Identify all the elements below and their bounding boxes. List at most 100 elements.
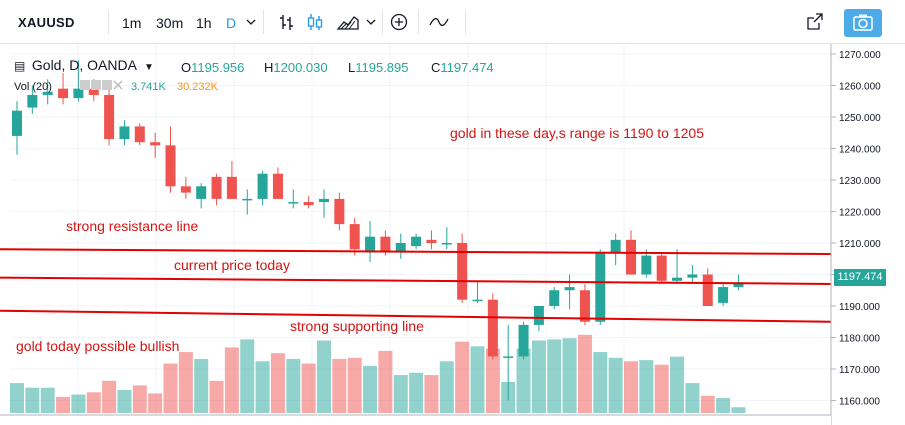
candle-body — [134, 126, 145, 143]
chevron-down-icon[interactable]: ▼ — [144, 62, 154, 73]
timeframe-1h[interactable]: 1h — [196, 15, 212, 31]
candle-body — [272, 173, 283, 199]
volume-bar — [716, 398, 731, 413]
volume-bar — [424, 375, 439, 413]
volume-bar — [624, 361, 638, 413]
price-axis-bg — [831, 44, 905, 425]
candle-body — [411, 236, 422, 247]
timeframe-d[interactable]: D — [226, 15, 237, 31]
volume-bar — [255, 361, 270, 413]
volume-bar — [685, 383, 700, 413]
volume-bar — [332, 358, 347, 413]
candle-body — [58, 88, 69, 99]
candle-body — [533, 306, 544, 325]
bar-chart-icon[interactable] — [276, 10, 296, 34]
volume-bar — [470, 346, 485, 413]
volume-bar — [439, 361, 454, 413]
price-chart[interactable]: 1270.000 1260.000 1250.000 1240.000 1230.000… — [0, 44, 905, 425]
chevron-down-icon[interactable] — [243, 10, 259, 34]
snapshot-button[interactable] — [844, 9, 882, 37]
volume-bar — [393, 375, 408, 413]
timeframe-1m[interactable]: 1m — [122, 15, 142, 31]
volume-bar — [71, 394, 86, 413]
price-tick-label: 1160.000 — [839, 397, 880, 408]
candle-body — [42, 91, 53, 95]
current-price-annotation[interactable]: current price today — [174, 257, 290, 273]
candle-body — [73, 88, 84, 99]
price-tick-label: 1250.000 — [839, 113, 881, 124]
chevron-down-icon[interactable] — [363, 10, 379, 34]
popout-icon[interactable] — [804, 10, 826, 34]
candle-body — [687, 274, 698, 278]
candle-body — [150, 142, 161, 146]
resistance-annotation[interactable]: strong resistance line — [66, 218, 199, 234]
volume-bar — [531, 340, 546, 413]
candle-body — [610, 239, 621, 253]
candle-body — [303, 202, 314, 206]
volume-bar — [317, 340, 331, 413]
price-tick-label: 1180.000 — [839, 334, 880, 345]
volume-bar — [25, 387, 40, 413]
candle-body — [457, 243, 468, 300]
volume-bar — [10, 383, 24, 413]
support-annotation[interactable]: strong supporting line — [290, 318, 424, 334]
timeframe-30m[interactable]: 30m — [156, 15, 184, 31]
range-annotation[interactable]: gold in these day,s range is 1190 to 120… — [450, 125, 704, 141]
candle-body — [626, 239, 636, 275]
candle-body — [242, 198, 253, 201]
candle-body — [380, 236, 391, 253]
price-axis: 1270.000 1260.000 1250.000 1240.000 1230.000… — [830, 44, 905, 425]
candle-body — [12, 110, 22, 136]
candle-body — [211, 176, 222, 199]
trend-line — [0, 248, 832, 256]
price-tick-label: 1240.000 — [839, 145, 881, 156]
trend-line — [0, 276, 832, 285]
eye-icon — [80, 80, 90, 90]
candle-body — [88, 88, 99, 95]
candle-body — [319, 198, 329, 203]
volume-bar — [562, 338, 577, 413]
volume-value: 3.741K — [131, 81, 166, 93]
legend-controls[interactable] — [80, 80, 124, 92]
candle-body — [257, 173, 268, 199]
add-indicator-icon[interactable] — [389, 10, 409, 34]
candle-body — [718, 287, 729, 303]
bullish-annotation[interactable]: gold today possible bullish — [16, 338, 180, 354]
candle-body — [27, 94, 38, 108]
toolbar-divider — [465, 10, 466, 34]
candlestick-icon[interactable] — [305, 10, 325, 34]
volume-bar — [102, 380, 117, 413]
volume-bar — [178, 352, 193, 413]
volume-ma-value: 30.232K — [177, 81, 218, 93]
price-tick-label: 1270.000 — [839, 50, 881, 61]
volume-bar — [608, 357, 623, 413]
candle-body — [349, 224, 360, 250]
ohlc-high: H1200.030 — [264, 60, 328, 75]
candle-body — [579, 290, 590, 322]
candle-body — [226, 176, 237, 199]
candle-body — [549, 290, 560, 306]
camera-icon — [853, 14, 873, 31]
time-axis — [0, 414, 831, 425]
candle-body — [595, 252, 606, 322]
candle-body — [104, 94, 115, 140]
toolbar-divider — [263, 10, 264, 34]
volume-bar — [363, 365, 378, 413]
time-axis-bg — [0, 415, 831, 425]
current-price-label: 1197.474 — [834, 269, 886, 286]
candle-body — [672, 277, 683, 281]
volume-bar — [163, 363, 178, 413]
volume-bar — [209, 380, 224, 413]
candle-body — [503, 356, 514, 358]
ohlc-low: L1195.895 — [348, 60, 409, 75]
chart-legend-title[interactable]: ▤ Gold, D, OANDA ▼ — [14, 57, 154, 73]
compare-wave-icon[interactable] — [427, 10, 451, 34]
candle-body — [702, 274, 713, 306]
candle-body — [288, 202, 299, 204]
volume-bar — [455, 341, 470, 413]
area-chart-icon[interactable] — [336, 10, 360, 34]
symbol-search[interactable]: XAUUSD — [18, 15, 75, 30]
volume-bar — [286, 358, 301, 413]
volume-bar — [347, 357, 362, 413]
top-toolbar: XAUUSD 1m 30m 1h D — [0, 0, 905, 44]
